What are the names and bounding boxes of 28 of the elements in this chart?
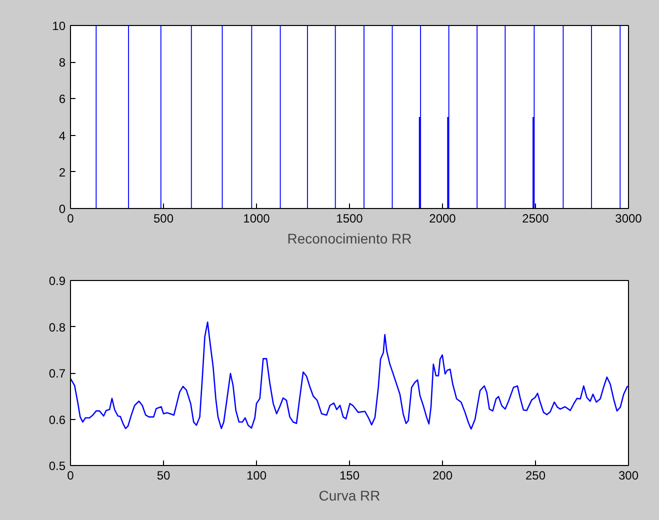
x-tick-label: 2000 xyxy=(429,212,456,226)
y-tick-label: 0 xyxy=(58,202,66,216)
y-tick-label: 10 xyxy=(52,19,66,33)
y-tick-label: 6 xyxy=(58,92,66,106)
x-tick-label: 500 xyxy=(153,212,174,226)
y-tick-label: 0.9 xyxy=(48,274,66,288)
x-tick-label: 250 xyxy=(525,468,546,482)
x-axis-title: Curva RR xyxy=(318,488,380,504)
x-tick-label: 0 xyxy=(67,212,74,226)
y-tick-label: 0.5 xyxy=(48,459,66,473)
line-series xyxy=(70,321,628,430)
x-tick-label: 0 xyxy=(67,468,74,482)
y-tick-label: 0.7 xyxy=(48,366,66,380)
x-tick-label: 1000 xyxy=(243,212,270,226)
y-tick-label: 0.8 xyxy=(48,320,66,334)
x-tick-label: 2500 xyxy=(522,212,550,226)
x-tick-label: 100 xyxy=(246,468,267,482)
x-tick-label: 200 xyxy=(432,468,453,482)
x-tick-label: 3000 xyxy=(615,212,642,226)
y-tick-label: 8 xyxy=(58,56,66,70)
x-tick-label: 150 xyxy=(339,468,360,482)
x-tick-label: 300 xyxy=(618,468,639,482)
x-tick-label: 1500 xyxy=(336,212,364,226)
x-tick-label: 50 xyxy=(156,468,170,482)
x-axis-title: Reconocimiento RR xyxy=(287,230,412,246)
y-tick-label: 0.6 xyxy=(48,412,66,427)
y-tick-label: 2 xyxy=(58,165,66,180)
y-tick-label: 4 xyxy=(58,128,66,143)
